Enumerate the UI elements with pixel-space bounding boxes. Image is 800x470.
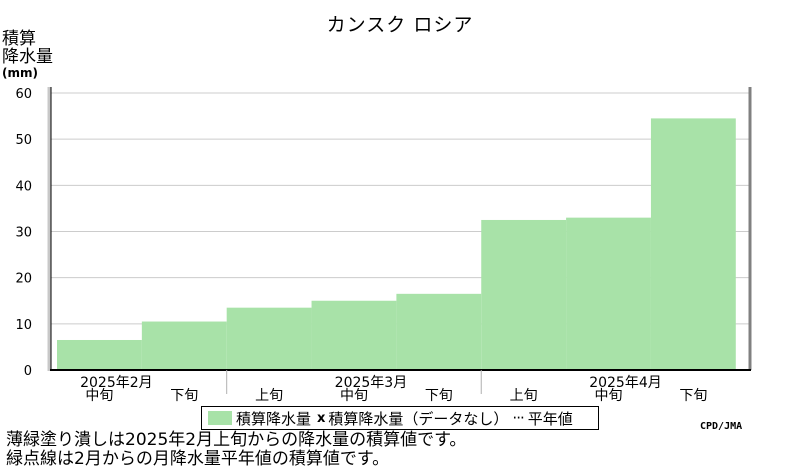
note-fill: 薄緑塗り潰しは2025年2月上旬からの降水量の積算値です。 (6, 430, 467, 450)
note-dotted: 緑点線は2月からの月降水量平年値の積算値です。 (6, 449, 390, 469)
x-tick-label: 上旬 (255, 388, 283, 404)
credit: CPD/JMA (700, 421, 743, 432)
x-tick-label: 中旬 (595, 388, 623, 404)
legend-swatch-fill (208, 411, 232, 425)
y-tick-label: 0 (24, 364, 32, 379)
y-axis-unit: (mm) (2, 66, 38, 80)
bar (57, 339, 142, 370)
legend-mark-x: x (317, 410, 326, 426)
y-axis-label-line1: 積算 (2, 29, 36, 49)
y-tick-label: 60 (15, 87, 32, 102)
x-month-label: 2025年2月 (80, 375, 153, 391)
x-tick-label: 下旬 (679, 388, 707, 404)
x-tick-label: 下旬 (170, 388, 198, 404)
y-tick-label: 50 (15, 133, 32, 148)
legend-item-normal: 平年値 (527, 409, 573, 428)
y-axis-label: 積算 降水量 (mm) (2, 30, 53, 80)
bar (141, 321, 227, 370)
x-month-label: 2025年3月 (335, 375, 408, 391)
x-tick-label: 下旬 (425, 388, 453, 404)
y-axis-label-line2: 降水量 (2, 47, 53, 67)
x-tick-label: 中旬 (85, 388, 113, 404)
legend: 積算降水量 x 積算降水量（データなし） ··· 平年値 (201, 406, 599, 430)
bar (481, 219, 567, 370)
bar (311, 300, 397, 370)
x-month-label: 2025年4月 (589, 375, 662, 391)
x-tick-label: 上旬 (510, 388, 538, 404)
bar (650, 118, 736, 371)
x-tick-label: 中旬 (340, 388, 368, 404)
y-tick-label: 40 (15, 179, 32, 194)
y-tick-label: 20 (15, 272, 32, 287)
chart-title: カンスク ロシア (326, 14, 474, 36)
bar (226, 307, 312, 370)
legend-dotted-line-icon: ··· (512, 409, 524, 427)
legend-item-accumulated: 積算降水量 (236, 409, 312, 428)
y-tick-label: 10 (15, 318, 32, 333)
bar (396, 293, 482, 370)
legend-item-no-data: 積算降水量（データなし） (328, 409, 509, 428)
bar (566, 217, 651, 370)
y-tick-label: 30 (15, 226, 32, 241)
